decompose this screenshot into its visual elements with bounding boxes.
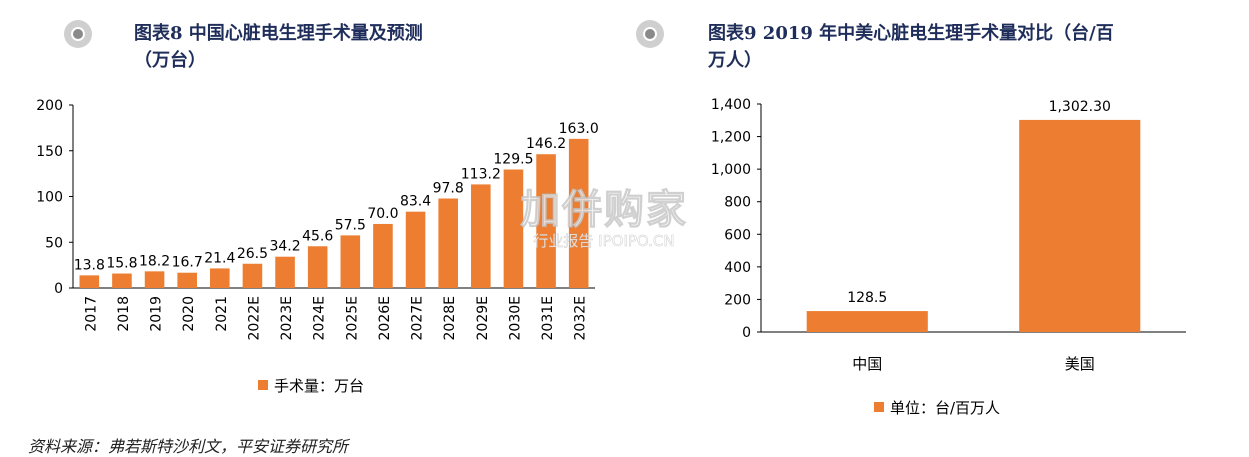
data-label: 129.5 <box>493 152 533 168</box>
data-label: 163.0 <box>559 121 599 137</box>
x-tick-label: 2032E <box>573 296 589 340</box>
data-label: 146.2 <box>526 136 566 152</box>
data-label: 18.2 <box>139 253 170 269</box>
bar <box>438 198 458 288</box>
x-tick-label: 2028E <box>442 296 458 340</box>
bar <box>1019 119 1141 333</box>
chart-title-line1: 图表9 2019 年中美心脏电生理手术量对比（台/百 <box>708 23 1114 44</box>
bar <box>307 246 328 288</box>
y-tick-label: 1,400 <box>711 97 751 113</box>
data-label: 21.4 <box>204 250 235 266</box>
y-tick-label: 0 <box>742 325 751 341</box>
y-tick-label: 600 <box>724 227 751 243</box>
y-tick-label: 1,000 <box>711 162 751 178</box>
y-tick-label: 0 <box>54 281 63 297</box>
chart-panel-china-volume: 图表8 中国心脏电生理手术量及预测 （万台） 0 50 100 150 200 13.8 2… <box>0 0 620 446</box>
x-tick-label: 2026E <box>377 296 393 340</box>
chart-panel-cn-us-compare: 图表9 2019 年中美心脏电生理手术量对比（台/百 万人） 0 200 400 60… <box>630 0 1249 446</box>
bar <box>210 268 230 288</box>
x-tick-label: 2023E <box>279 296 295 340</box>
data-label: 45.6 <box>302 228 333 244</box>
x-tick-label: 2030E <box>507 296 523 340</box>
bar <box>144 271 165 288</box>
bar <box>471 184 491 288</box>
data-label: 16.7 <box>172 255 203 271</box>
bullet-circle-icon <box>636 20 664 48</box>
y-tick-label: 50 <box>45 235 63 251</box>
source-note: 资料来源：弗若斯特沙利文，平安证券研究所 <box>28 437 349 456</box>
legend-swatch <box>258 380 268 390</box>
chart-title-line1: 图表8 中国心脏电生理手术量及预测 <box>134 23 423 44</box>
x-tick-label: 2027E <box>410 296 426 340</box>
legend-label: 手术量：万台 <box>274 377 364 395</box>
x-tick-label: 美国 <box>1065 355 1095 373</box>
bar <box>568 138 589 288</box>
bar <box>177 272 197 288</box>
data-label: 15.8 <box>106 256 137 272</box>
data-label: 70.0 <box>367 206 398 222</box>
bar-chart-cn-us-compare: 0 200 400 600 800 1,000 1,200 1,400 128.5 中国 1,302… <box>711 97 1186 417</box>
bar <box>275 256 295 288</box>
bar <box>806 311 928 332</box>
y-tick-label: 1,200 <box>711 130 751 146</box>
data-label: 57.5 <box>335 217 366 233</box>
bar-chart-china-volume: 0 50 100 150 200 13.8 2017 15.8 2018 18.2 2019 16.7… <box>36 98 599 395</box>
data-label: 34.2 <box>269 239 300 255</box>
bar <box>112 273 132 288</box>
data-label: 97.8 <box>433 181 464 197</box>
data-label: 13.8 <box>74 257 105 273</box>
data-label: 1,302.30 <box>1049 99 1111 115</box>
bullet-circle-icon <box>64 20 92 48</box>
bar <box>536 154 556 288</box>
x-tick-label: 2021 <box>214 296 230 332</box>
y-tick-label: 200 <box>36 98 63 114</box>
data-label: 26.5 <box>237 246 268 262</box>
y-tick-label: 100 <box>36 190 63 206</box>
x-tick-label: 2022E <box>246 296 262 340</box>
x-tick-label: 2029E <box>475 296 491 340</box>
x-tick-label: 2019 <box>149 296 165 332</box>
bar <box>373 223 393 288</box>
chart-title-line2: （万台） <box>134 50 206 71</box>
y-tick-label: 150 <box>36 144 63 160</box>
x-tick-label: 2020 <box>181 296 197 332</box>
bar <box>242 263 263 288</box>
bar <box>503 169 524 288</box>
y-tick-label: 400 <box>724 260 751 276</box>
x-tick-label: 2017 <box>83 296 99 332</box>
bar <box>340 235 361 288</box>
bar <box>405 211 426 288</box>
data-label: 128.5 <box>847 290 887 306</box>
x-tick-label: 2031E <box>540 296 556 340</box>
x-tick-label: 2024E <box>312 296 328 340</box>
bar <box>79 275 100 288</box>
y-tick-label: 200 <box>724 292 751 308</box>
legend-label: 单位：台/百万人 <box>890 399 1000 417</box>
y-tick-label: 800 <box>724 195 751 211</box>
x-tick-label: 2025E <box>344 296 360 340</box>
data-label: 113.2 <box>461 166 501 182</box>
legend-swatch <box>874 402 884 412</box>
data-label: 83.4 <box>400 194 431 210</box>
x-tick-label: 中国 <box>852 355 882 373</box>
chart-title-line2: 万人） <box>708 50 762 71</box>
x-tick-label: 2018 <box>116 296 132 332</box>
